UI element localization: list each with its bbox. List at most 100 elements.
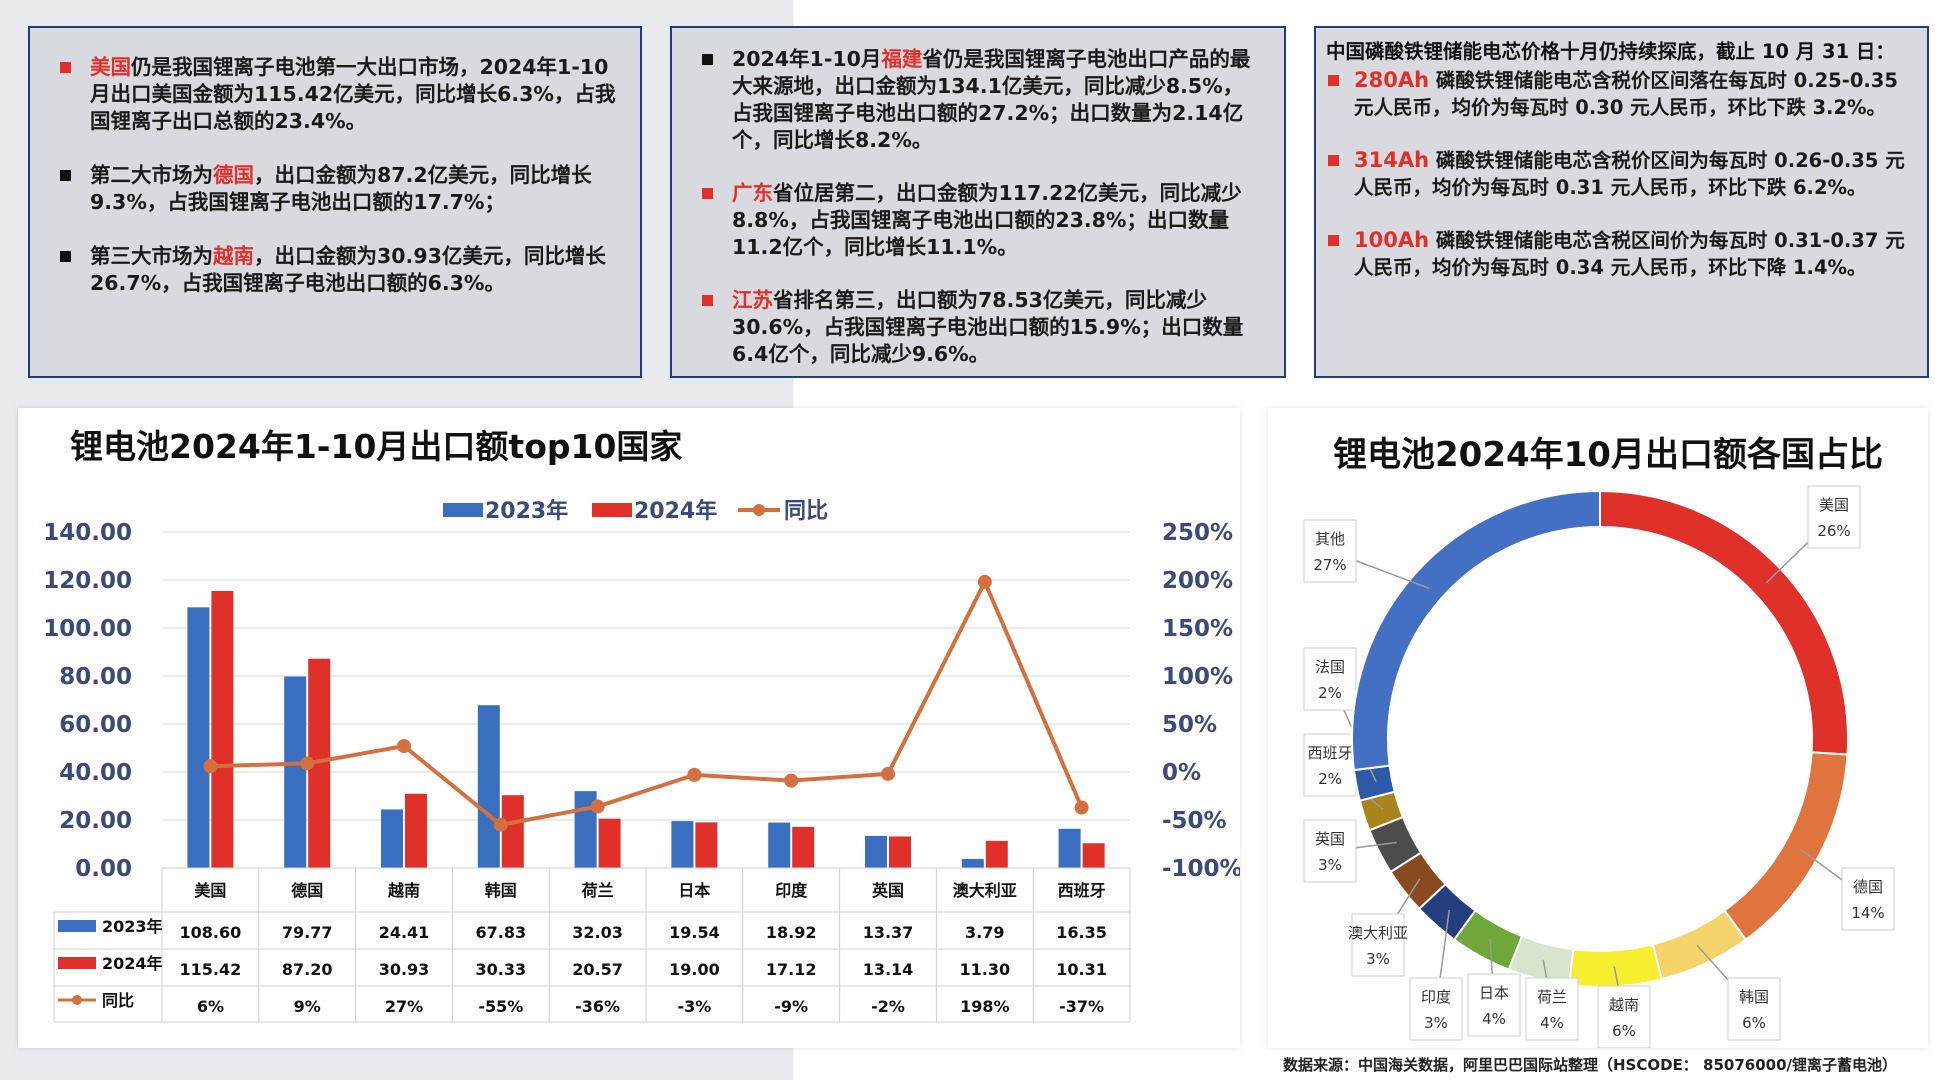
- bullet-text: 磷酸铁锂储能电芯含税区间价为每瓦时 0.31-0.37 元人民币，均价为每瓦时 …: [1354, 229, 1905, 279]
- price-bullet-1: 280Ah 磷酸铁锂储能电芯含税价区间落在每瓦时 0.25-0.35 元人民币，…: [1326, 67, 1921, 121]
- donut-label-value: 3%: [1318, 856, 1342, 874]
- y-left-tick-label: 100.00: [43, 616, 132, 642]
- donut-label-name: 英国: [1315, 830, 1345, 848]
- donut-label-value: 14%: [1851, 904, 1884, 922]
- table-row-header: 2024年: [102, 954, 163, 973]
- y-right-tick-label: 150%: [1162, 616, 1233, 642]
- bar-2023-1: [284, 676, 307, 868]
- highlight-text: 德国: [213, 163, 254, 187]
- donut-label-name: 美国: [1819, 496, 1849, 514]
- markets-summary-box: 美国仍是我国锂离子电池第一大出口市场，2024年1-10月出口美国金额为115.…: [28, 26, 642, 378]
- table-cell: -37%: [1059, 997, 1104, 1016]
- table-cell: 18.92: [766, 923, 817, 942]
- yoy-point-2: [397, 739, 411, 754]
- table-cell: 27%: [385, 997, 423, 1016]
- legend-label-1: 2024年: [634, 498, 717, 524]
- donut-label-box: [1303, 519, 1357, 583]
- donut-label-name: 日本: [1479, 984, 1509, 1002]
- bar-2023-3: [477, 705, 500, 868]
- donut-label-name: 印度: [1421, 988, 1451, 1006]
- province-bullet-2: 广东省位居第二，出口金额为117.22亿美元，同比减少8.8%，占我国锂离子电池…: [698, 180, 1260, 261]
- donut-label-name: 西班牙: [1307, 744, 1352, 762]
- y-left-tick-label: 80.00: [59, 664, 132, 690]
- category-label: 澳大利亚: [953, 881, 1017, 900]
- y-left-tick-label: 40.00: [59, 760, 132, 786]
- export-top10-chart-panel: 锂电池2024年1-10月出口额top10国家 2023年 2024年 同比 0.00 2…: [18, 408, 1240, 1048]
- highlight-text: 280Ah: [1354, 68, 1430, 92]
- bullet-text: 磷酸铁锂储能电芯含税价区间落在每瓦时 0.25-0.35 元人民币，均价为每瓦时…: [1354, 69, 1898, 119]
- table-cell: 17.12: [766, 960, 817, 979]
- category-label: 西班牙: [1058, 881, 1106, 900]
- table-cell: -9%: [774, 997, 808, 1016]
- table-legend-marker: [72, 995, 82, 1005]
- highlight-text: 越南: [213, 244, 254, 268]
- category-label: 越南: [387, 881, 420, 900]
- yoy-point-7: [881, 766, 895, 781]
- yoy-point-8: [977, 574, 992, 589]
- donut-label-box: [1727, 977, 1781, 1041]
- table-cell: 108.60: [180, 923, 242, 942]
- y-right-tick-label: 50%: [1162, 712, 1217, 738]
- table-cell: -36%: [575, 997, 620, 1016]
- bullet-text: 省位居第二，出口金额为117.22亿美元，同比减少8.8%，占我国锂离子电池出口…: [732, 181, 1242, 259]
- bullet-text: 省仍是我国锂离子电池出口产品的最大来源地，出口金额为134.1亿美元，同比减少8…: [732, 47, 1251, 152]
- donut-label-box: [1467, 973, 1521, 1037]
- table-cell: 10.31: [1056, 960, 1107, 979]
- donut-label-name: 德国: [1853, 878, 1883, 896]
- y-right-tick-label: 0%: [1162, 760, 1201, 786]
- donut-label-box: [1525, 977, 1579, 1041]
- bar-2024-6: [792, 826, 815, 868]
- highlight-text: 100Ah: [1354, 228, 1430, 252]
- bar-2024-0: [211, 590, 234, 868]
- table-row-header: 同比: [102, 991, 134, 1010]
- table-cell: 6%: [197, 997, 224, 1016]
- bullet-square-icon: [702, 188, 713, 199]
- table-cell: 32.03: [572, 923, 623, 942]
- table-cell: 87.20: [282, 960, 333, 979]
- bullet-square-icon: [1328, 235, 1339, 246]
- table-cell: 30.33: [475, 960, 526, 979]
- market-bullet-1: 美国仍是我国锂离子电池第一大出口市场，2024年1-10月出口美国金额为115.…: [56, 54, 616, 135]
- highlight-text: 314Ah: [1354, 148, 1430, 172]
- bar-2024-2: [405, 793, 427, 868]
- donut-label-value: 27%: [1313, 556, 1346, 574]
- market-bullet-3: 第三大市场为越南，出口金额为30.93亿美元，同比增长26.7%，占我国锂离子电…: [56, 243, 616, 297]
- table-cell: 20.57: [572, 960, 623, 979]
- table-cell: 115.42: [180, 960, 242, 979]
- donut-slice-11: [1351, 489, 1601, 772]
- yoy-point-9: [1074, 800, 1089, 815]
- bullet-square-icon: [702, 295, 713, 306]
- bullet-square-icon: [1328, 75, 1339, 86]
- table-cell: 67.83: [475, 923, 526, 942]
- donut-slice-2: [1651, 909, 1748, 981]
- yoy-point-4: [590, 799, 605, 814]
- donut-label-box: [1841, 867, 1895, 931]
- donut-label-box: [1303, 647, 1357, 711]
- y-right-tick-label: 250%: [1162, 520, 1233, 546]
- provinces-summary-box: 2024年1-10月福建省仍是我国锂离子电池出口产品的最大来源地，出口金额为13…: [670, 26, 1286, 378]
- donut-label-name: 其他: [1315, 530, 1345, 548]
- bar-2023-0: [187, 607, 210, 868]
- y-right-tick-label: 100%: [1162, 664, 1233, 690]
- source-note: 数据来源：中国海关数据，阿里巴巴国际站整理（HSCODE： 85076000/锂…: [1282, 1056, 1897, 1074]
- donut-label-value: 3%: [1366, 950, 1390, 968]
- donut-label-value: 3%: [1424, 1014, 1448, 1032]
- category-label: 英国: [871, 881, 904, 900]
- table-cell: -3%: [677, 997, 711, 1016]
- yoy-point-1: [300, 756, 315, 771]
- category-label: 韩国: [485, 881, 517, 900]
- table-cell: 13.14: [863, 960, 914, 979]
- bar-2024-7: [889, 836, 911, 868]
- bar-2024-4: [598, 818, 621, 868]
- bullet-square-icon: [60, 62, 71, 73]
- category-label: 德国: [291, 881, 323, 900]
- bullet-square-icon: [702, 54, 713, 65]
- bullet-text: 第三大市场为: [90, 244, 213, 268]
- donut-label-name: 韩国: [1739, 988, 1769, 1006]
- category-label: 日本: [678, 881, 710, 900]
- bar-2023-6: [768, 822, 791, 868]
- donut-label-value: 4%: [1540, 1014, 1564, 1032]
- bar-2023-5: [671, 821, 694, 868]
- table-cell: 9%: [294, 997, 321, 1016]
